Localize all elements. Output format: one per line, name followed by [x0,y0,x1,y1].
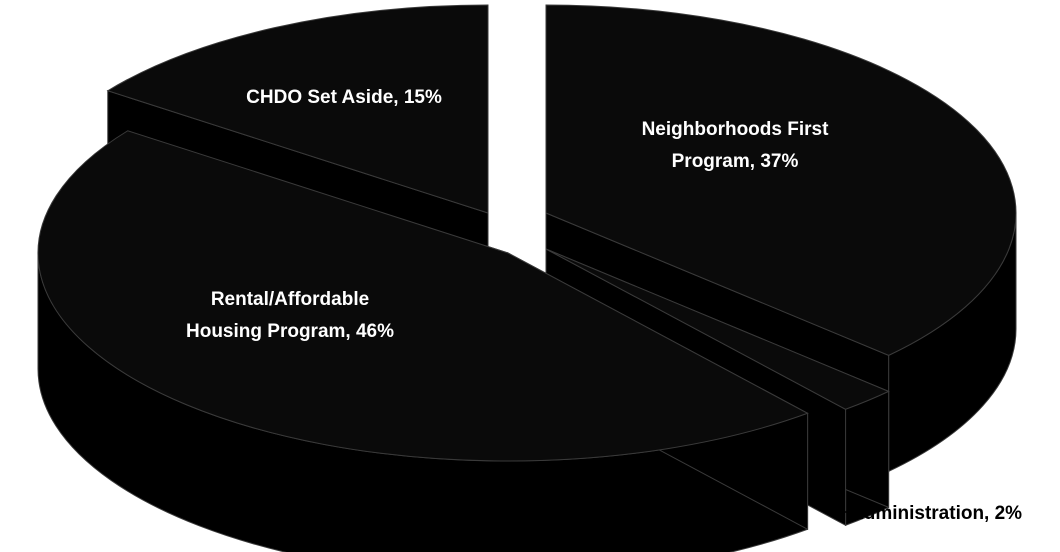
slice-administration [545,248,890,410]
label-administration: Administration, 2% [850,503,1022,524]
label-rental-affordable-housing: Rental/Affordable Housing Program, 46% [186,289,394,342]
label-chdo-set-aside: CHDO Set Aside, 15% [246,87,442,108]
slice-rental-affordable-housing [37,130,809,462]
slice-labels: Neighborhoods First Program, 37% Administr… [186,87,1022,524]
label-neighborhoods-first: Neighborhoods First Program, 37% [642,119,830,172]
callout-line-administration [808,495,848,513]
slice-neighborhoods-first [545,4,1017,356]
slice-chdo-set-aside [106,4,489,214]
slice-tops [37,4,1017,462]
